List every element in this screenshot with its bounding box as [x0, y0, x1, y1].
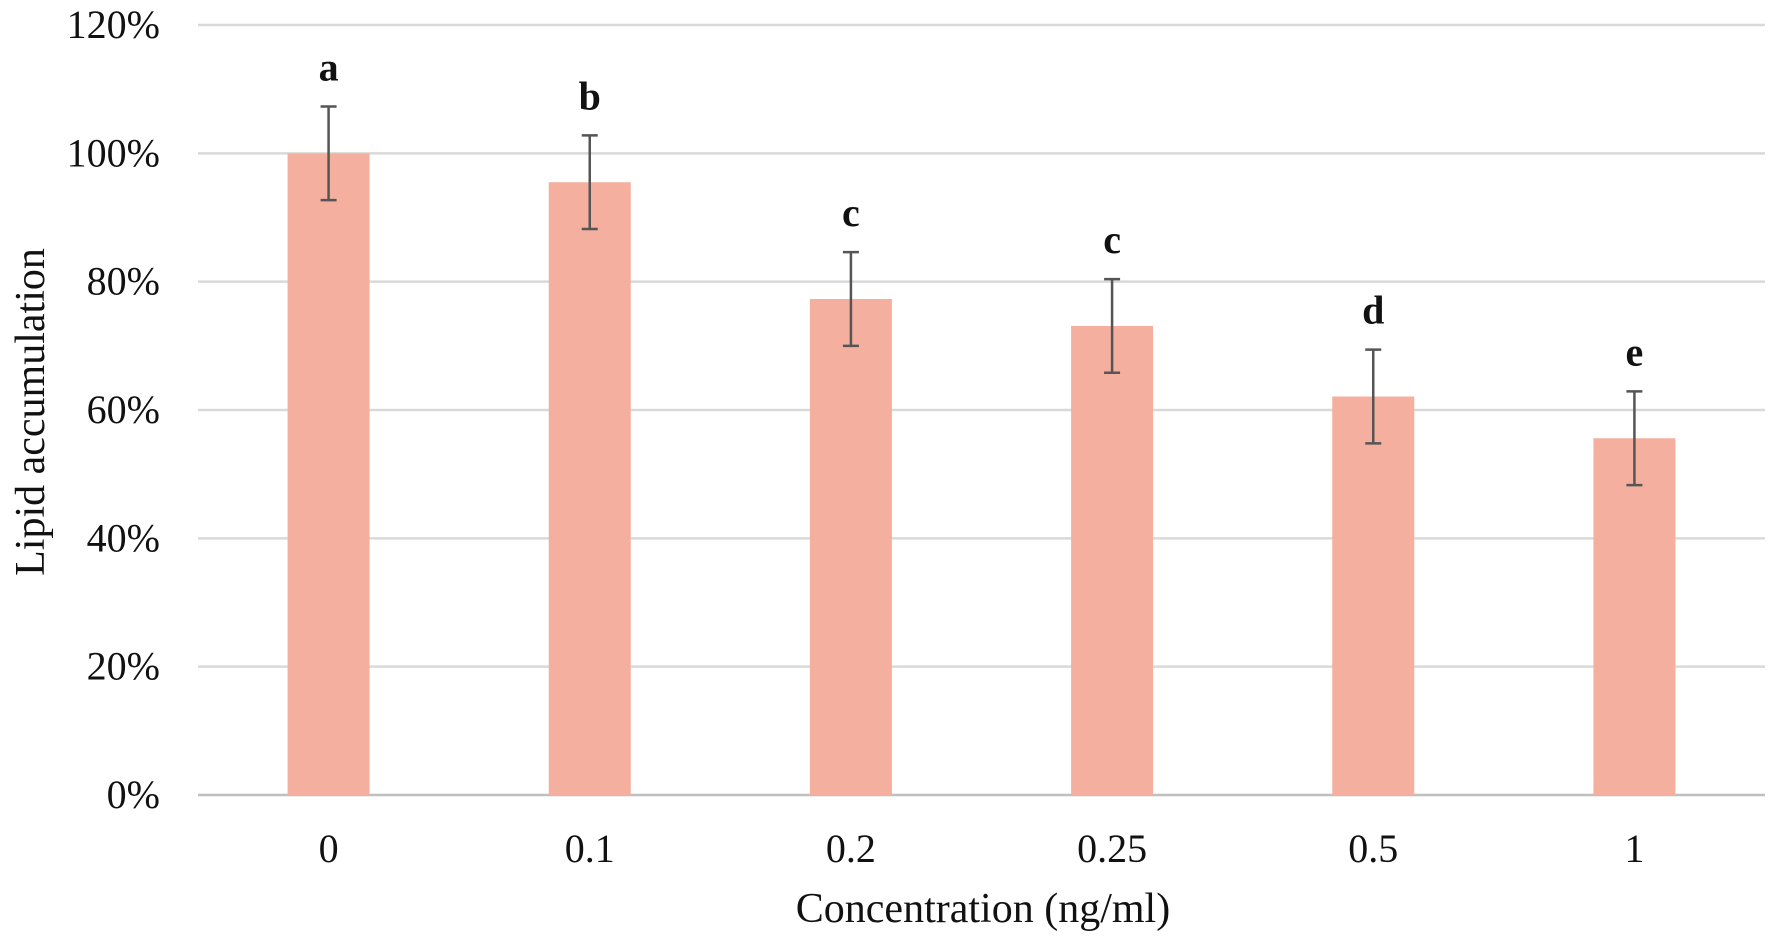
- x-tick-label: 0.5: [1348, 826, 1398, 871]
- y-tick-label: 0%: [107, 772, 160, 817]
- y-tick-label: 100%: [67, 130, 160, 175]
- x-tick-label: 1: [1624, 826, 1644, 871]
- x-tick-label: 0: [319, 826, 339, 871]
- significance-letter: a: [319, 44, 339, 89]
- significance-letter: b: [579, 73, 601, 118]
- bars: [287, 153, 1676, 796]
- y-tick-label: 80%: [87, 259, 160, 304]
- x-tick-label: 0.1: [565, 826, 615, 871]
- significance-letter: d: [1362, 288, 1384, 333]
- x-axis-ticks: 0 0.1 0.2 0.25 0.5 1: [319, 826, 1645, 871]
- bar: [1332, 396, 1415, 795]
- x-tick-label: 0.2: [826, 826, 876, 871]
- significance-letter: c: [1103, 217, 1121, 262]
- significance-letter: e: [1626, 329, 1644, 374]
- bar: [1593, 438, 1676, 795]
- x-tick-label: 0.25: [1077, 826, 1147, 871]
- error-bars: [320, 105, 1643, 487]
- y-tick-label: 40%: [87, 515, 160, 560]
- y-tick-label: 60%: [87, 387, 160, 432]
- gridlines: [198, 23, 1765, 797]
- y-tick-label: 20%: [87, 644, 160, 689]
- y-axis-ticks: 0% 20% 40% 60% 80% 100% 120%: [67, 2, 160, 817]
- x-axis-title: Concentration (ng/ml): [796, 886, 1170, 932]
- bar: [548, 182, 631, 796]
- y-tick-label: 120%: [67, 2, 160, 47]
- significance-letters: a b c c d e: [319, 44, 1644, 374]
- y-axis-title: Lipid accumulation: [8, 248, 54, 576]
- significance-letter: c: [842, 190, 860, 235]
- bar: [287, 153, 370, 796]
- bar: [1071, 325, 1154, 795]
- bar: [809, 298, 892, 795]
